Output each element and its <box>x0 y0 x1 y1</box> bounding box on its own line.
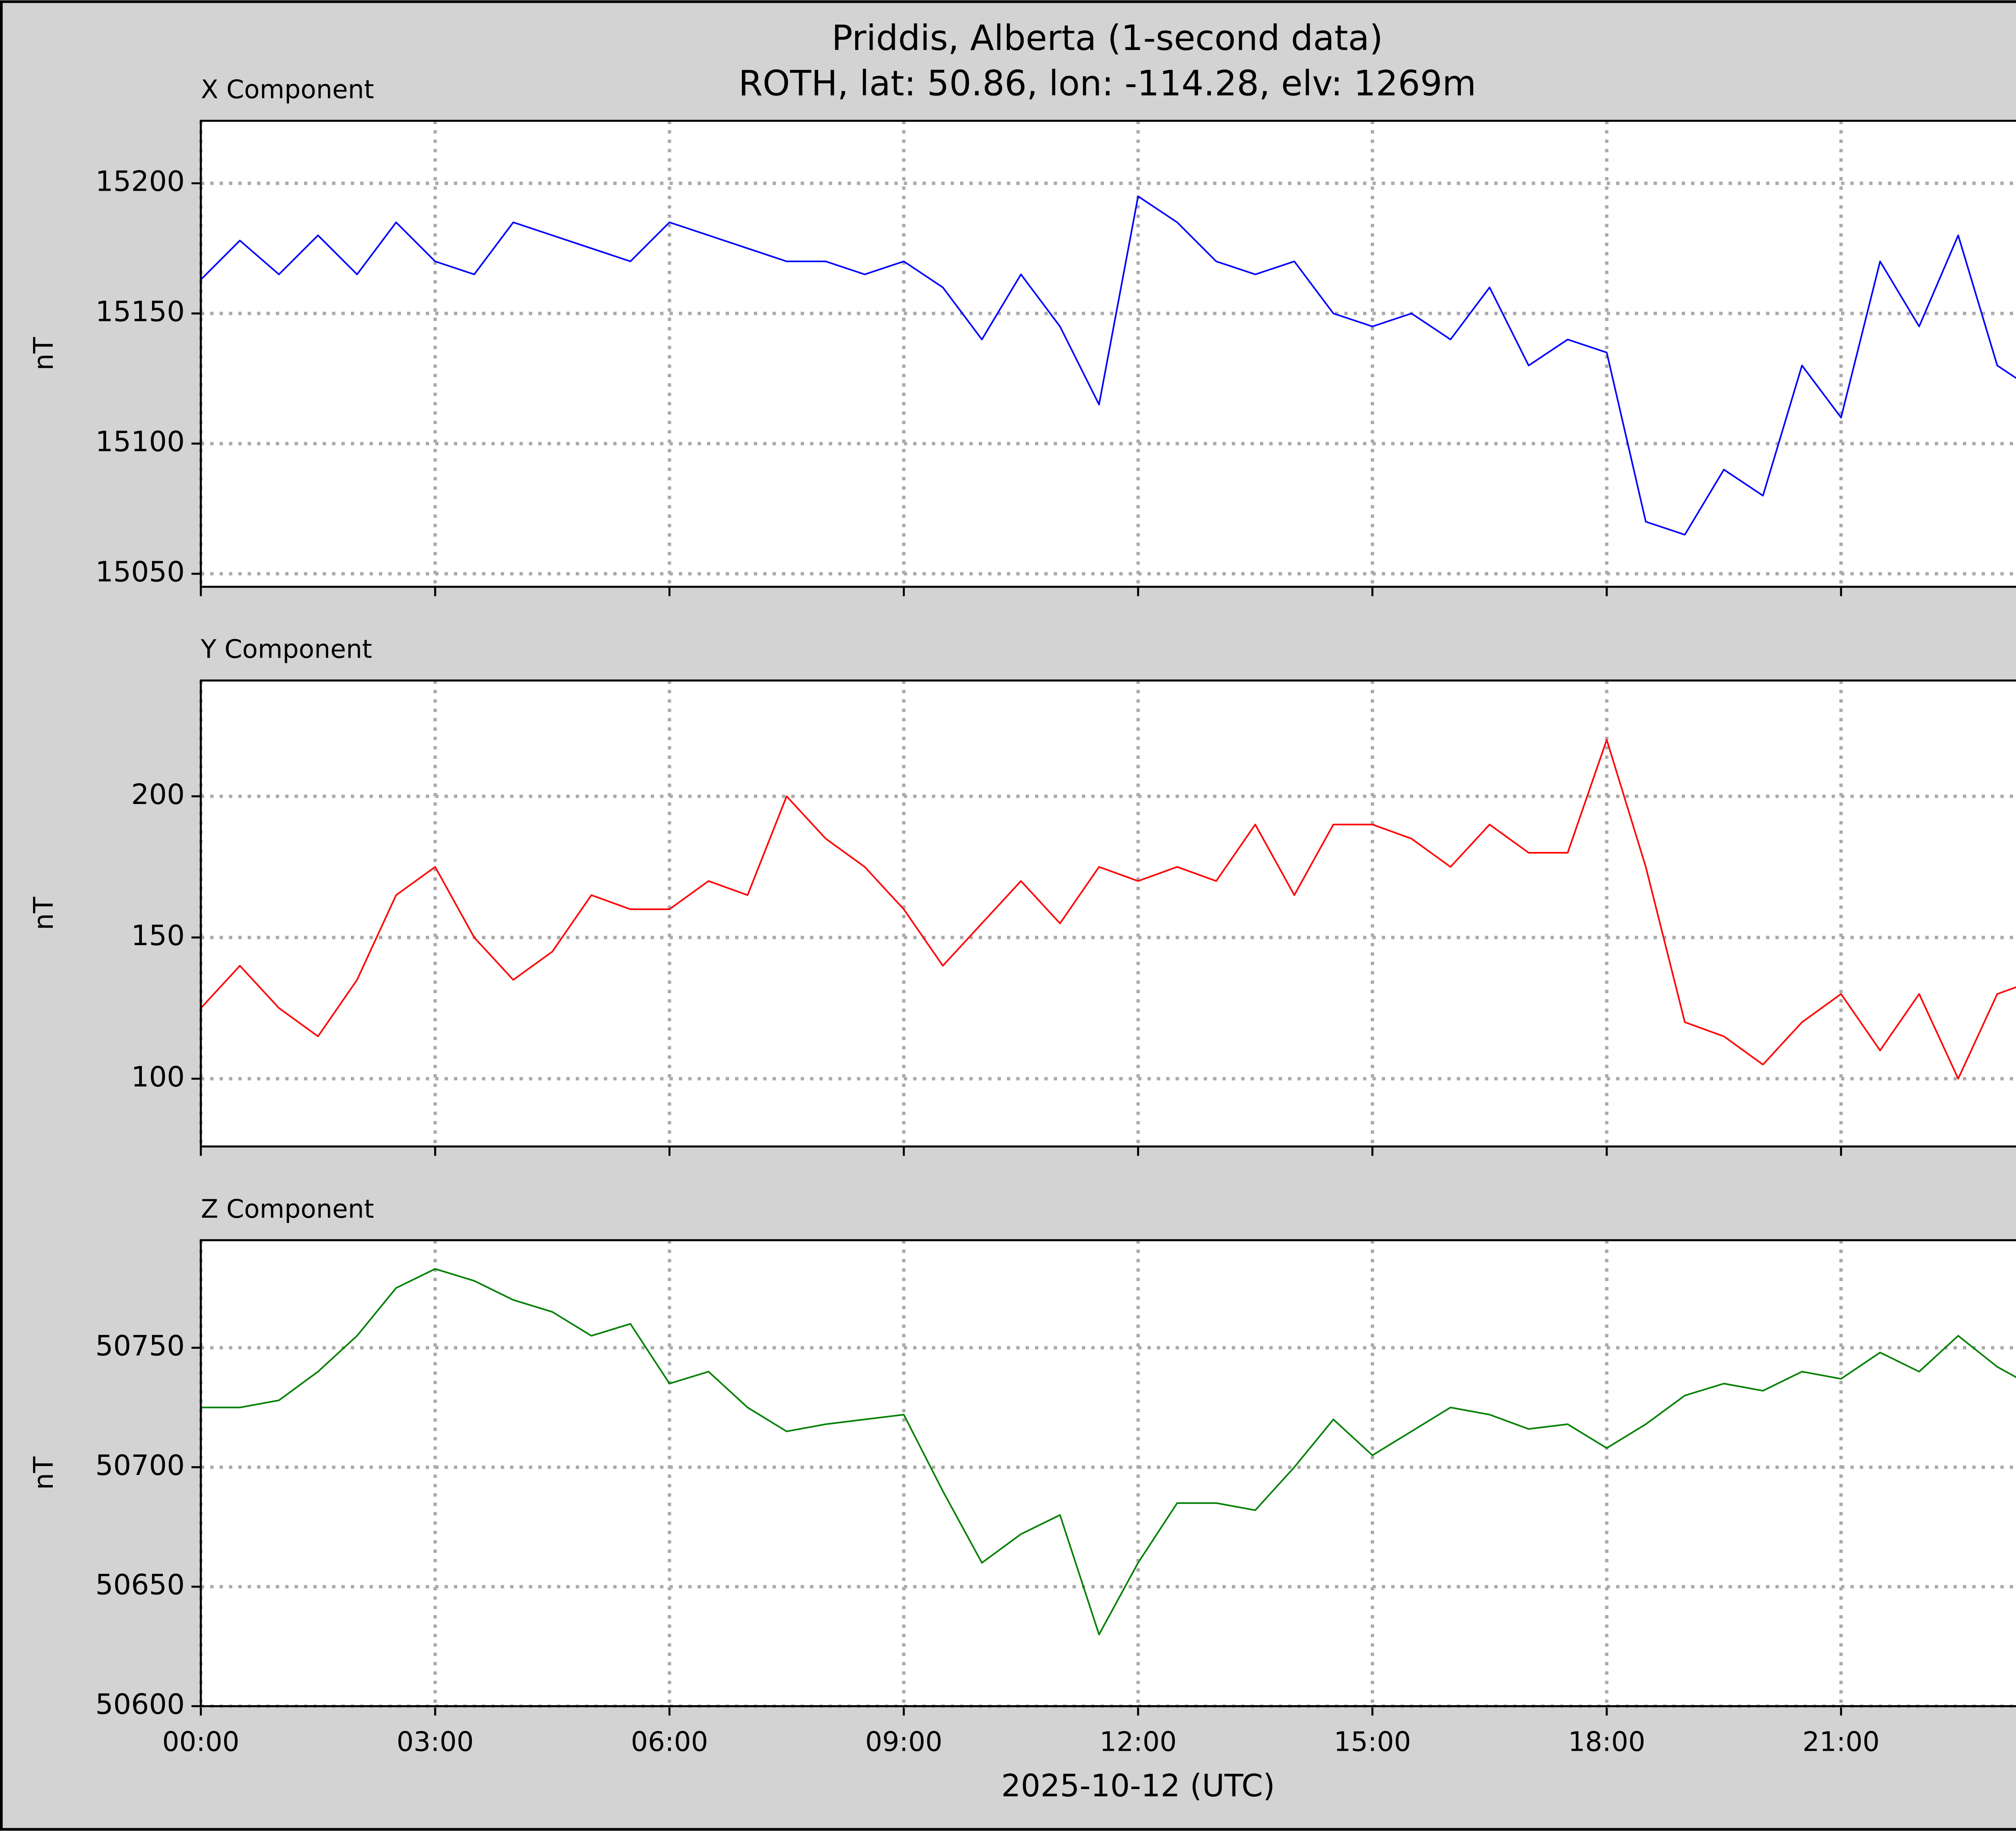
panel-title: X Component <box>201 75 374 104</box>
plot-frame <box>200 679 2016 1148</box>
y-tick-label: 15200 <box>95 165 185 198</box>
data-line <box>200 195 2016 536</box>
y-tick-label: 50600 <box>95 1688 185 1721</box>
y-tick-label: 15050 <box>95 556 185 588</box>
panel-title: Y Component <box>200 634 372 664</box>
x-tick-label: 09:00 <box>865 1726 942 1757</box>
y-tick-label: 50750 <box>95 1330 185 1362</box>
y-tick-label: 15100 <box>95 425 185 458</box>
y-tick-label: 15150 <box>95 295 185 328</box>
figure-title: Priddis, Alberta (1-second data) <box>832 18 1383 58</box>
x-axis-label: 2025-10-12 (UTC) <box>1001 1768 1275 1804</box>
data-line <box>201 1268 2016 1635</box>
x-tick-label: 15:00 <box>1334 1726 1411 1757</box>
y-tick-label: 150 <box>131 919 185 952</box>
plot-frame <box>200 120 2016 588</box>
plot-area <box>201 1240 2016 1706</box>
x-tick-label: 21:00 <box>1802 1726 1879 1757</box>
x-tick-label: 18:00 <box>1568 1726 1645 1757</box>
y-tick-label: 50650 <box>95 1569 185 1601</box>
plot-area <box>201 680 2016 1147</box>
y-axis-label: nT <box>28 897 59 930</box>
data-line <box>200 739 2016 1080</box>
y-tick-label: 50700 <box>95 1449 185 1482</box>
x-tick-label: 06:00 <box>631 1726 708 1757</box>
y-axis-label: nT <box>28 337 59 371</box>
y-tick-label: 100 <box>131 1060 185 1093</box>
y-axis-label: nT <box>28 1456 59 1490</box>
plot-frame <box>200 1239 2016 1707</box>
panel-title: Z Component <box>201 1194 374 1224</box>
figure-subtitle: ROTH, lat: 50.86, lon: -114.28, elv: 126… <box>738 64 1476 104</box>
x-tick-label: 00:00 <box>162 1726 239 1757</box>
x-tick-label: 12:00 <box>1100 1726 1177 1757</box>
x-tick-label: 03:00 <box>397 1726 474 1757</box>
y-tick-label: 200 <box>131 778 185 811</box>
